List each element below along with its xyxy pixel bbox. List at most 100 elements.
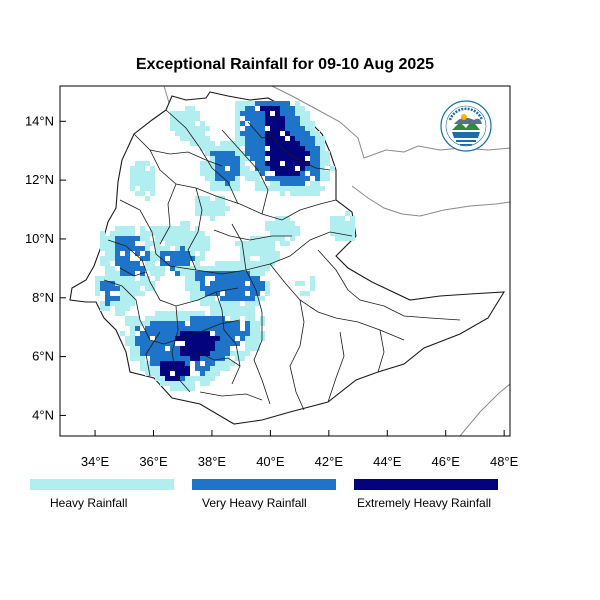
rainfall-cell: [140, 246, 145, 251]
rainfall-cell: [160, 331, 165, 336]
rainfall-cell: [150, 266, 155, 271]
rainfall-cell: [240, 171, 245, 176]
rainfall-cell: [270, 261, 275, 266]
rainfall-cell: [290, 146, 295, 151]
rainfall-cell: [190, 236, 195, 241]
rainfall-cell: [200, 286, 205, 291]
rainfall-cell: [135, 236, 140, 241]
rainfall-cell: [245, 326, 250, 331]
rainfall-cell: [135, 326, 140, 331]
rainfall-cell: [255, 161, 260, 166]
rainfall-cell: [165, 236, 170, 241]
rainfall-cell: [225, 161, 230, 166]
rainfall-cell: [160, 316, 165, 321]
rainfall-cell: [295, 181, 300, 186]
rainfall-cell: [265, 266, 270, 271]
map-area: [69, 86, 510, 436]
rainfall-cell: [260, 136, 265, 141]
rainfall-cell: [185, 331, 190, 336]
rainfall-cell: [260, 286, 265, 291]
rainfall-cell: [170, 226, 175, 231]
rainfall-cell: [130, 321, 135, 326]
rainfall-cell: [210, 141, 215, 146]
rainfall-cell: [200, 141, 205, 146]
rainfall-cell: [290, 106, 295, 111]
rainfall-cell: [295, 146, 300, 151]
rainfall-cell: [200, 371, 205, 376]
rainfall-cell: [235, 186, 240, 191]
rainfall-cell: [190, 126, 195, 131]
rainfall-cell: [250, 301, 255, 306]
rainfall-cell: [125, 301, 130, 306]
rainfall-cell: [260, 156, 265, 161]
rainfall-cell: [180, 346, 185, 351]
rainfall-cell: [200, 296, 205, 301]
rainfall-cell: [190, 326, 195, 331]
rainfall-cell: [230, 151, 235, 156]
rainfall-cell: [200, 206, 205, 211]
rainfall-cell: [290, 176, 295, 181]
rainfall-cell: [315, 186, 320, 191]
rainfall-cell: [140, 266, 145, 271]
rainfall-cell: [230, 156, 235, 161]
rainfall-cell: [255, 156, 260, 161]
rainfall-cell: [300, 106, 305, 111]
rainfall-cell: [170, 386, 175, 391]
rainfall-cell: [300, 281, 305, 286]
rainfall-cell: [120, 301, 125, 306]
rainfall-cell: [295, 131, 300, 136]
rainfall-cell: [130, 261, 135, 266]
rainfall-cell: [240, 156, 245, 161]
rainfall-cell: [255, 166, 260, 171]
rainfall-cell: [155, 361, 160, 366]
rainfall-cell: [270, 186, 275, 191]
rainfall-cell: [255, 291, 260, 296]
rainfall-cell: [135, 261, 140, 266]
rainfall-cell: [205, 346, 210, 351]
rainfall-cell: [325, 171, 330, 176]
legend-label-very-heavy: Very Heavy Rainfall: [202, 496, 307, 510]
rainfall-cell: [195, 196, 200, 201]
rainfall-cell: [220, 331, 225, 336]
rainfall-cell: [270, 226, 275, 231]
rainfall-cell: [205, 291, 210, 296]
rainfall-cell: [275, 151, 280, 156]
rainfall-cell: [190, 246, 195, 251]
rainfall-cell: [245, 256, 250, 261]
rainfall-cell: [100, 236, 105, 241]
rainfall-cell: [285, 166, 290, 171]
rainfall-cell: [190, 276, 195, 281]
rainfall-cell: [230, 186, 235, 191]
rainfall-cell: [185, 381, 190, 386]
rainfall-cell: [115, 261, 120, 266]
rainfall-cell: [195, 271, 200, 276]
x-tick-label: 38°E: [198, 454, 227, 469]
rainfall-cell: [320, 161, 325, 166]
rainfall-cell: [160, 351, 165, 356]
rainfall-cell: [215, 311, 220, 316]
rainfall-cell: [310, 181, 315, 186]
rainfall-cell: [140, 281, 145, 286]
rainfall-cell: [120, 271, 125, 276]
rainfall-cell: [255, 181, 260, 186]
rainfall-cell: [190, 381, 195, 386]
rainfall-cell: [300, 111, 305, 116]
rainfall-cell: [185, 221, 190, 226]
rainfall-cell: [255, 246, 260, 251]
rainfall-cell: [200, 321, 205, 326]
rainfall-cell: [270, 141, 275, 146]
rainfall-cell: [300, 181, 305, 186]
rainfall-cell: [335, 226, 340, 231]
rainfall-cell: [240, 161, 245, 166]
rainfall-cell: [125, 241, 130, 246]
rainfall-cell: [300, 191, 305, 196]
rainfall-cell: [105, 301, 110, 306]
rainfall-cell: [185, 311, 190, 316]
rainfall-cell: [260, 296, 265, 301]
rainfall-cell: [245, 346, 250, 351]
rainfall-cell: [270, 156, 275, 161]
rainfall-cell: [250, 241, 255, 246]
rainfall-cell: [250, 101, 255, 106]
rainfall-cell: [195, 256, 200, 261]
rainfall-cell: [105, 296, 110, 301]
